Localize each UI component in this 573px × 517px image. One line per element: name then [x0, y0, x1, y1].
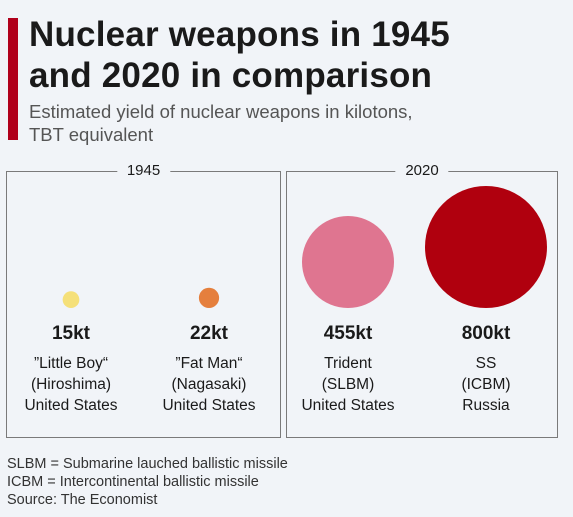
weapon-name: SS — [475, 355, 497, 372]
country-label: Russia — [462, 397, 510, 414]
weapon-name: ”Fat Man“ — [175, 355, 243, 372]
bubble-455kt — [301, 215, 395, 308]
title-line-2: and 2020 in comparison — [29, 56, 433, 95]
subtitle-line-1: Estimated yield of nuclear weapons in ki… — [29, 101, 413, 122]
subtitle-line-2: TBT equivalent — [29, 124, 154, 145]
footnotes: SLBM = Submarine lauched ballistic missi… — [7, 455, 288, 509]
yield-label: 800kt — [461, 323, 511, 344]
panel-2020: 2020 — [286, 162, 558, 438]
panel-year-label: 1945 — [116, 162, 171, 180]
weapon-subname: (Hiroshima) — [30, 376, 112, 393]
yield-label: 455kt — [323, 323, 373, 344]
yield-label: 15kt — [51, 323, 91, 344]
weapon-name: ”Little Boy“ — [33, 355, 109, 372]
yield-label: 22kt — [189, 323, 229, 344]
title-line-1: Nuclear weapons in 1945 — [29, 15, 450, 54]
weapon-label: 22kt ”Fat Man“ (Nagasaki) United States — [139, 323, 279, 416]
weapon-subname: (Nagasaki) — [171, 376, 247, 393]
footnote-slbm: SLBM = Submarine lauched ballistic missi… — [7, 456, 288, 472]
chart-subtitle: Estimated yield of nuclear weapons in ki… — [29, 100, 569, 146]
bubble-800kt — [425, 186, 547, 308]
weapon-name: Trident — [324, 355, 372, 372]
country-label: United States — [162, 397, 256, 414]
country-label: United States — [24, 397, 118, 414]
weapon-subname: (SLBM) — [321, 376, 375, 393]
bubble-15kt — [62, 291, 80, 308]
source-note: Source: The Economist — [7, 492, 158, 508]
weapon-label: 15kt ”Little Boy“ (Hiroshima) United States — [1, 323, 141, 416]
weapon-subname: (ICBM) — [461, 376, 511, 393]
title-accent-bar — [8, 18, 18, 140]
weapon-label: 455kt Trident (SLBM) United States — [278, 323, 418, 416]
chart-title: Nuclear weapons in 1945 and 2020 in comp… — [29, 14, 569, 96]
bubble-22kt — [198, 287, 220, 309]
footnote-icbm: ICBM = Intercontinental ballistic missil… — [7, 474, 259, 490]
panel-year-label: 2020 — [395, 162, 449, 180]
country-label: United States — [301, 397, 395, 414]
panel-1945: 1945 — [6, 162, 281, 438]
weapon-label: 800kt SS (ICBM) Russia — [416, 323, 556, 416]
